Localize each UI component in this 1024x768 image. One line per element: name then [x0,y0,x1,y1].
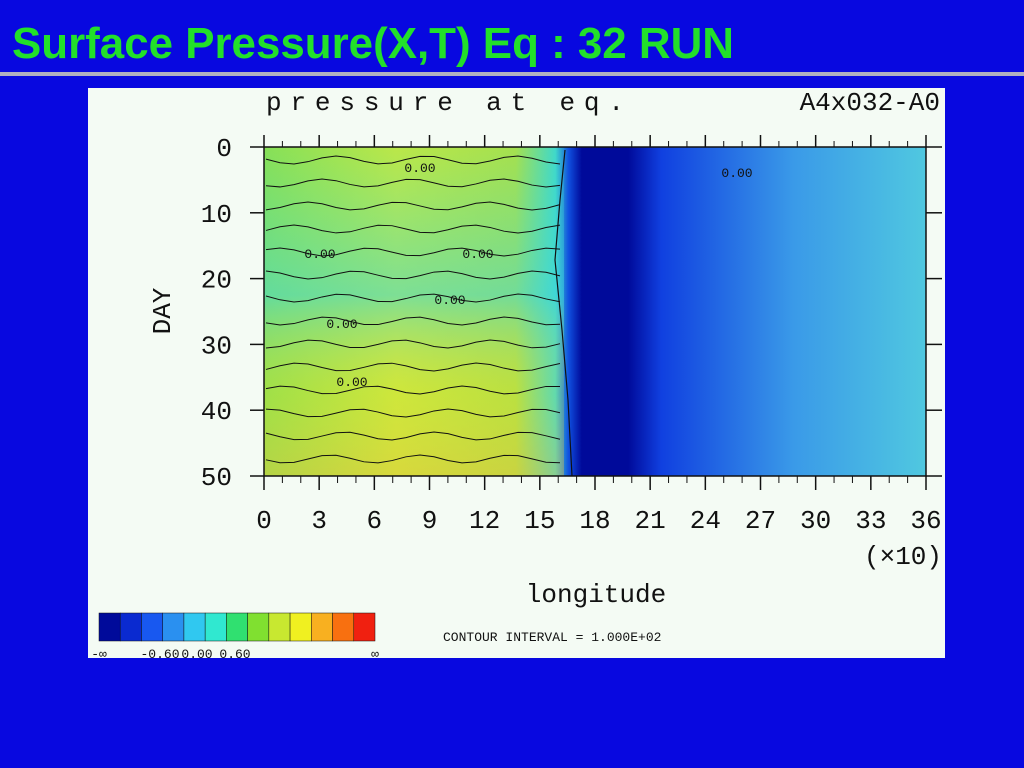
contour-label: 0.00 [462,247,493,262]
y-axis-label: DAY [148,287,178,334]
plot-title: pressure at eq. [266,88,624,118]
colorbar-label: -0.60 [140,647,179,662]
contour-line [265,454,561,464]
x-tick-label: 30 [800,506,831,536]
y-tick-label: 50 [201,463,232,493]
contour-line [265,385,561,395]
colorbar-cell [268,612,291,642]
colorbar-cell [183,612,206,642]
x-multiplier: (×10) [864,542,942,572]
x-tick-label: 18 [579,506,610,536]
y-tick-label: 10 [201,200,232,230]
contour-line [265,431,561,441]
colorbar-cell [141,612,163,642]
colorbar-cell [247,612,270,642]
contour-label: 0.00 [336,375,367,390]
contour-label: 0.00 [404,161,435,176]
colorbar-label: 0.00 [181,647,212,662]
contour-label: 0.00 [721,166,752,181]
contour-line [265,178,561,188]
colorbar-cell [98,612,121,642]
x-tick-label: 24 [690,506,721,536]
contour-line [265,362,561,372]
x-tick-label: 12 [469,506,500,536]
contour-line [265,293,561,303]
contour-line [265,247,561,257]
run-id: A4x032-A0 [800,88,940,118]
contour-label: 0.00 [326,317,357,332]
contour-line [265,339,561,349]
colorbar-cell [353,612,376,642]
contour-line [265,408,561,418]
contour-line [265,224,561,234]
contour-line [265,155,561,165]
contour-label: 0.00 [434,293,465,308]
colorbar-cell [119,612,142,642]
x-tick-label: 3 [311,506,327,536]
plot [263,146,927,477]
colorbar-cell [332,612,355,642]
colorbar-cell [311,612,333,642]
y-tick-label: 40 [201,397,232,427]
colorbar-cell [204,612,227,642]
contour-line [265,201,561,211]
y-tick-label: 30 [201,331,232,361]
contour-line [265,270,561,280]
contour-interval: CONTOUR INTERVAL = 1.000E+02 [443,630,661,645]
slide-title: Surface Pressure(X,T) Eq : 32 RUN [12,19,734,68]
y-tick-label: 20 [201,266,232,296]
contour-line [265,316,561,326]
colorbar-label: -∞ [91,647,107,662]
contour-label: 0.00 [304,247,335,262]
colorbar-label: ∞ [371,647,379,662]
colorbar-label: 0.60 [219,647,250,662]
x-tick-label: 15 [524,506,555,536]
x-tick-label: 9 [422,506,438,536]
heatmap-shade [264,147,564,476]
x-tick-label: 33 [855,506,886,536]
y-tick-label: 0 [216,134,232,164]
x-tick-label: 36 [910,506,941,536]
colorbar-cell [226,612,248,642]
x-tick-label: 0 [256,506,272,536]
x-tick-label: 21 [635,506,666,536]
x-tick-label: 27 [745,506,776,536]
x-axis-label: longitude [526,580,666,610]
contour-line [554,149,573,477]
x-tick-label: 6 [367,506,383,536]
divider [0,72,1024,76]
colorbar-cell [162,612,185,642]
colorbar-cell [289,612,312,642]
